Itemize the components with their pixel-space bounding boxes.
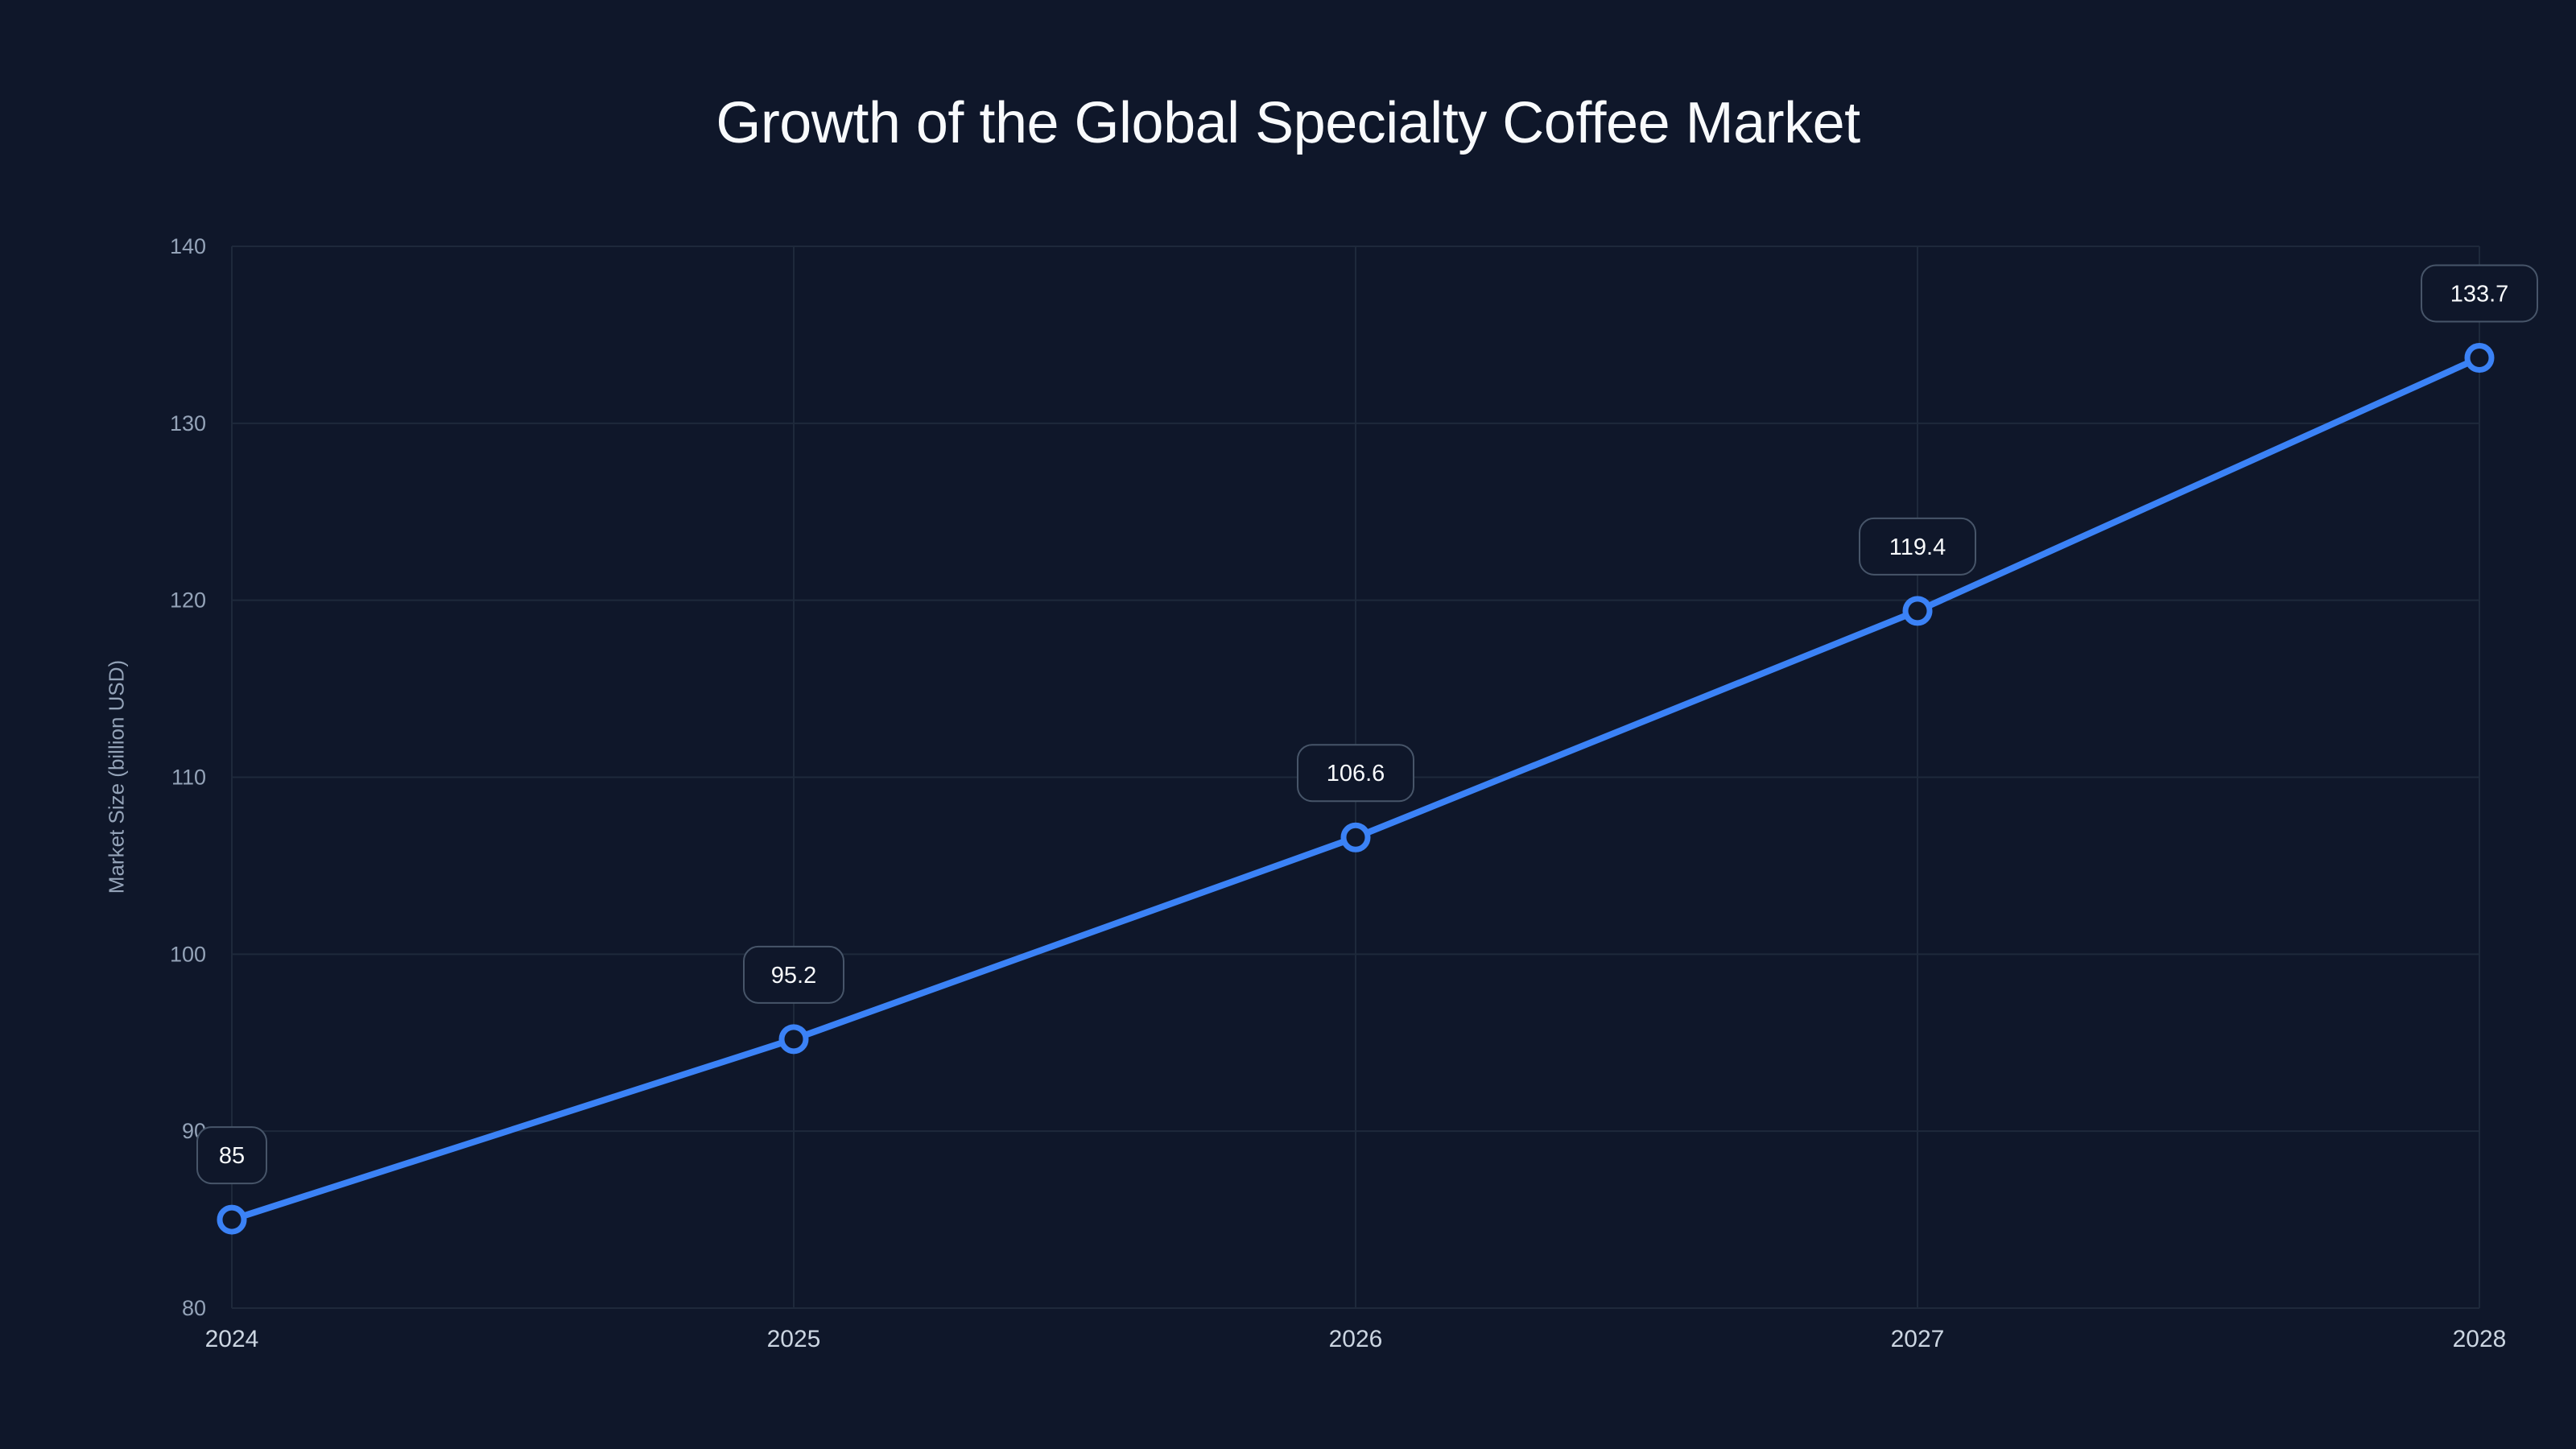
x-tick-label: 2026 (1329, 1326, 1383, 1352)
chart-title: Growth of the Global Specialty Coffee Ma… (716, 91, 1860, 155)
x-tick-label: 2027 (1891, 1326, 1945, 1352)
data-label-text: 119.4 (1889, 535, 1946, 560)
data-label-text: 106.6 (1327, 761, 1385, 786)
x-tick-label: 2024 (205, 1326, 259, 1352)
y-tick-label: 100 (170, 942, 206, 966)
data-label-text: 95.2 (771, 963, 816, 989)
data-point-marker[interactable] (1902, 596, 1933, 626)
data-label-box (196, 1126, 267, 1185)
x-axis-ticks: 2024 2025 2026 2027 2028 (205, 1326, 2507, 1352)
data-label-box (2421, 264, 2538, 323)
data-labels: 85 95.2 106.6 119.4 133.7 (196, 264, 2538, 1185)
data-point-marker[interactable] (2464, 342, 2495, 373)
y-tick-label: 140 (170, 234, 206, 258)
x-tick-label: 2028 (2453, 1326, 2507, 1352)
data-point-marker[interactable] (217, 1204, 247, 1235)
y-tick-label: 120 (170, 588, 206, 613)
data-label-text: 133.7 (2450, 281, 2509, 307)
data-label-box (1297, 744, 1414, 803)
data-label-box (1859, 517, 1976, 576)
data-label-box (743, 945, 844, 1004)
data-points (217, 342, 2495, 1235)
y-tick-label: 130 (170, 411, 206, 436)
y-tick-label: 80 (182, 1296, 206, 1320)
y-tick-label: 110 (171, 766, 206, 790)
data-label-text: 85 (219, 1143, 245, 1169)
data-point-marker[interactable] (1340, 822, 1371, 852)
data-point-marker[interactable] (778, 1024, 809, 1055)
x-tick-label: 2025 (767, 1326, 821, 1352)
